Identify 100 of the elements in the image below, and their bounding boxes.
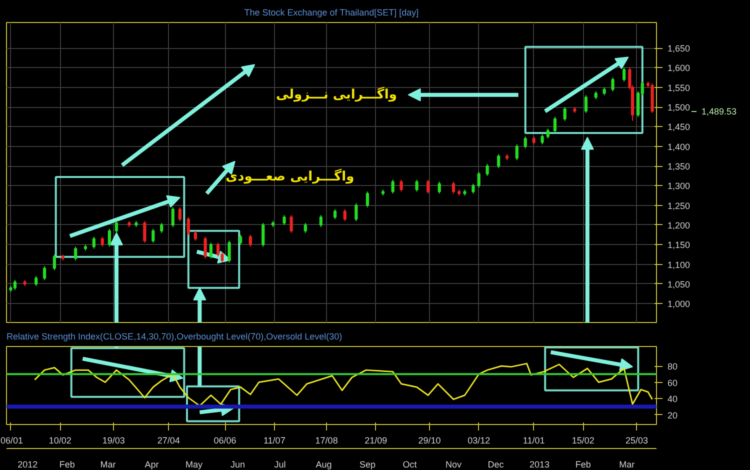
x2-tick-label: Sep xyxy=(359,460,376,470)
x2-tick-label: Dec xyxy=(488,460,504,470)
x2-tick-label: Nov xyxy=(445,460,462,470)
y-tick-label: 60 xyxy=(668,378,678,388)
y-tick-label: 20 xyxy=(668,410,678,420)
candlestick xyxy=(400,179,403,192)
chart-title: The Stock Exchange of Thailand[SET] [day] xyxy=(244,8,419,18)
y-tick-label: 1,450 xyxy=(668,122,690,132)
y-tick-label: 1,600 xyxy=(668,63,690,74)
candlestick xyxy=(391,179,394,194)
candlestick xyxy=(186,216,190,236)
candlestick xyxy=(209,242,213,259)
candlestick xyxy=(108,228,111,248)
candlestick xyxy=(622,67,626,82)
candlestick xyxy=(34,276,38,286)
y-tick-label: 1,300 xyxy=(668,181,690,192)
x-tick-label: 17/08 xyxy=(315,436,338,446)
x2-tick-label: Feb xyxy=(59,460,75,470)
text: 1,489.53 xyxy=(702,106,737,117)
candlestick xyxy=(204,236,207,259)
candlestick xyxy=(472,183,475,194)
y-tick-label: 1,350 xyxy=(668,162,690,172)
x-tick-label: 11/01 xyxy=(522,436,545,446)
y-tick-label: 1,050 xyxy=(668,279,690,290)
x-tick-label: 25/03 xyxy=(626,436,648,446)
candlestick xyxy=(546,128,550,139)
x-tick-label: 10/02 xyxy=(48,436,72,446)
y-tick-label: 1,200 xyxy=(668,220,690,230)
y-tick-label: 1,400 xyxy=(668,142,690,152)
candlestick xyxy=(43,266,46,281)
x2-tick-label: 2012 xyxy=(18,460,38,470)
x2-tick-label: Jul xyxy=(274,460,286,470)
candlestick xyxy=(553,116,557,134)
candlestick xyxy=(515,144,518,161)
candlestick xyxy=(13,280,17,290)
candlestick xyxy=(333,208,337,220)
y-tick-label: 1,550 xyxy=(668,82,690,93)
candlestick xyxy=(343,208,346,222)
candlestick xyxy=(92,236,96,250)
candlestick xyxy=(366,191,370,208)
candlestick xyxy=(160,222,164,234)
annotation: واگـــرایی نـــزولی xyxy=(276,86,397,102)
candlestick xyxy=(282,214,286,226)
x-tick-label: 15/02 xyxy=(572,436,594,446)
candlestick xyxy=(438,181,441,194)
x-tick-label: 06/01 xyxy=(0,436,24,446)
x-tick-label: 21/09 xyxy=(364,436,388,446)
x2-tick-label: Jun xyxy=(230,460,245,470)
annotation: واگـــرایی صعـــودی xyxy=(226,168,354,185)
x2-tick-label: Aug xyxy=(316,460,332,470)
candlestick xyxy=(74,246,78,261)
x-tick-label: 19/03 xyxy=(102,436,125,446)
x-tick-label: 27/04 xyxy=(157,436,180,446)
x2-tick-label: May xyxy=(186,460,204,470)
candlestick xyxy=(228,240,231,263)
candlestick xyxy=(452,181,456,194)
x2-tick-label: Mar xyxy=(619,460,635,470)
candlestick xyxy=(194,230,197,242)
y-tick-label: 1,650 xyxy=(668,44,690,54)
x2-tick-label: Apr xyxy=(144,460,159,470)
candlestick xyxy=(584,94,588,114)
candlestick xyxy=(304,222,307,234)
y-tick-label: 1,150 xyxy=(668,240,690,250)
candlestick xyxy=(354,202,358,222)
candlestick xyxy=(497,154,500,168)
y-tick-label: 80 xyxy=(668,362,678,372)
candlestick xyxy=(563,106,566,122)
candlestick xyxy=(524,136,527,149)
candlestick xyxy=(114,220,118,234)
y-tick-label: 1,100 xyxy=(668,260,690,270)
candlestick xyxy=(477,171,480,188)
y-tick-label: 1,000 xyxy=(668,299,690,310)
candlestick xyxy=(426,179,430,194)
x-tick-label: 29/10 xyxy=(418,436,441,446)
candlestick xyxy=(611,77,614,92)
candlestick xyxy=(239,234,242,246)
candlestick xyxy=(216,242,220,257)
candlestick xyxy=(143,220,146,244)
candlestick xyxy=(262,222,265,248)
candlestick xyxy=(319,214,322,228)
candlestick xyxy=(540,134,544,145)
x2-tick-label: Oct xyxy=(402,460,418,470)
y-tick-label: 1,500 xyxy=(668,102,690,113)
y-tick-label: 1,250 xyxy=(668,200,690,211)
y-tick-label: 40 xyxy=(668,394,678,404)
candlestick xyxy=(486,164,489,176)
candlestick xyxy=(415,179,418,192)
candlestick xyxy=(178,206,182,222)
candlestick xyxy=(290,214,293,234)
candlestick xyxy=(100,236,104,248)
candlestick xyxy=(152,228,155,244)
candlestick xyxy=(171,206,174,228)
candlestick xyxy=(248,234,252,248)
chart-title: Relative Strength Index(CLOSE,14,30,70),Overbought Level(70),Oversold Level(30) xyxy=(6,332,342,342)
x2-tick-label: Feb xyxy=(575,460,591,470)
x-tick-label: 06/06 xyxy=(214,436,236,446)
x-tick-label: 03/12 xyxy=(468,436,490,446)
candlestick xyxy=(52,254,56,271)
x2-tick-label: 2013 xyxy=(529,460,550,470)
x2-tick-label: Mar xyxy=(100,460,116,470)
